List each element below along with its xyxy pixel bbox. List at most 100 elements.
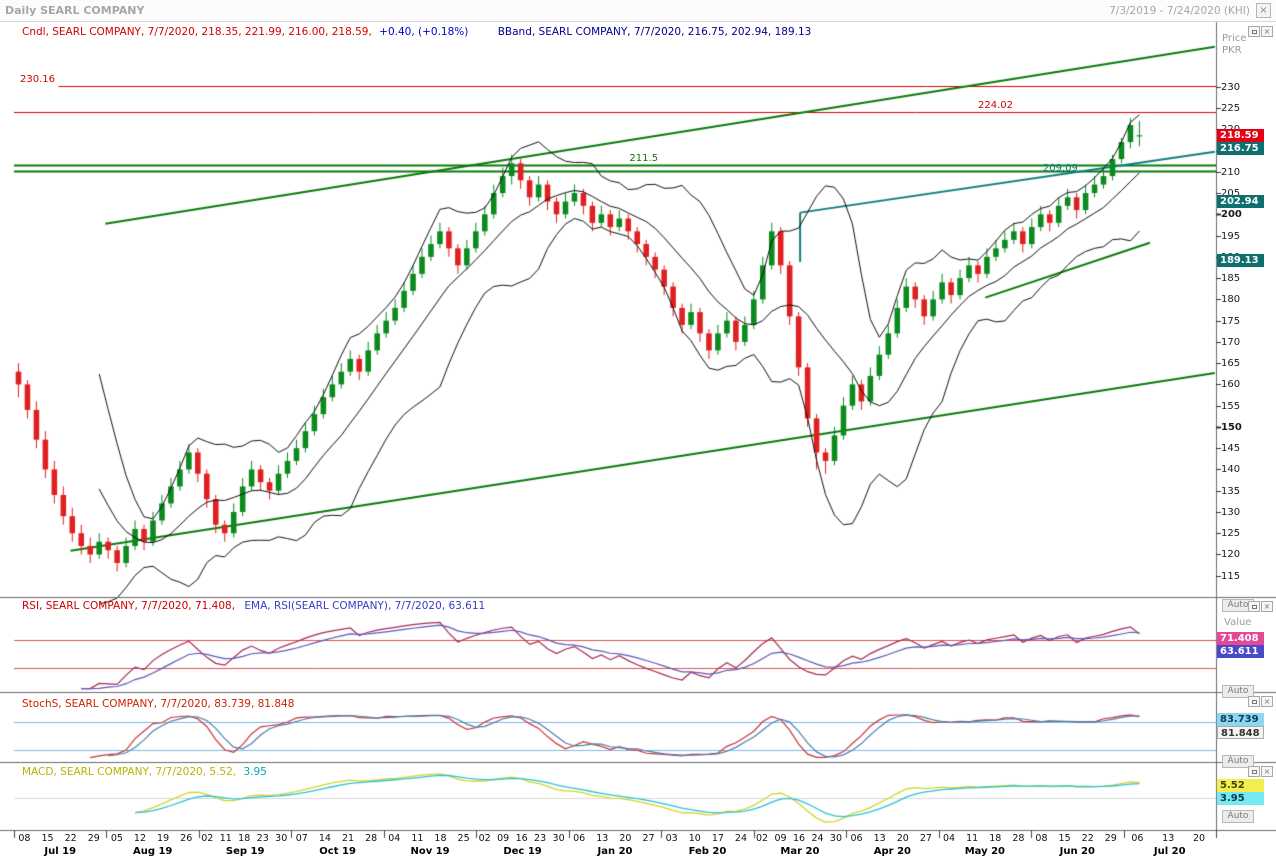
day-tick-label: 17 [711, 833, 724, 844]
price-badge: 81.848 [1217, 726, 1264, 740]
day-tick-label: 23 [256, 833, 269, 844]
day-tick-label: 20 [896, 833, 909, 844]
day-tick-label: 16 [792, 833, 806, 844]
auto-scale-button-macd[interactable]: Auto [1222, 810, 1254, 823]
day-tick-label: 24 [734, 833, 748, 844]
macd-legend[interactable]: MACD, SEARL COMPANY, 7/7/2020, 5.52, 3.9… [22, 766, 267, 778]
day-tick-label: 29 [1104, 833, 1117, 844]
price-tick: 115 [1221, 570, 1241, 582]
close-icon[interactable]: × [1261, 766, 1273, 777]
day-tick-label: 15 [41, 833, 54, 844]
day-tick-label: 26 [180, 833, 193, 844]
price-badge: 218.59 [1217, 128, 1264, 142]
day-tick-label: 08 [18, 833, 31, 844]
panel-controls-rsi: × [1248, 601, 1273, 612]
maximize-icon[interactable] [1248, 766, 1260, 777]
day-tick-label: 20 [619, 833, 632, 844]
chart-line-label: 211.5 [629, 152, 659, 164]
day-tick-label: 20 [1193, 833, 1206, 844]
main-chart-legend[interactable]: Cndl, SEARL COMPANY, 7/7/2020, 218.35, 2… [22, 26, 811, 38]
month-label: Dec 19 [503, 846, 542, 857]
value-axis-label: Value [1224, 617, 1252, 628]
chart-line-label: 230.16 [20, 74, 55, 86]
price-tick: 140 [1221, 463, 1241, 475]
price-tick: 205 [1221, 187, 1241, 199]
candle-legend: Cndl, SEARL COMPANY, 7/7/2020, 218.35, 2… [22, 26, 372, 38]
macd-legend-text: MACD, SEARL COMPANY, 7/7/2020, 5.52, [22, 766, 237, 778]
day-tick-label: 06 [850, 833, 863, 844]
month-label: Aug 19 [132, 846, 173, 857]
macd-signal-legend-text: 3.95 [243, 766, 267, 778]
day-tick-label: 15 [1058, 833, 1071, 844]
title-bar: Daily SEARL COMPANY 7/3/2019 - 7/24/2020… [0, 0, 1276, 22]
close-icon[interactable]: × [1261, 601, 1273, 612]
day-tick-label: 21 [341, 833, 355, 844]
panel-controls-stoch: × [1248, 696, 1273, 707]
day-tick-label: 09 [497, 833, 510, 844]
maximize-icon[interactable] [1248, 601, 1260, 612]
day-tick-label: 02 [478, 833, 491, 844]
stoch-legend[interactable]: StochS, SEARL COMPANY, 7/7/2020, 83.739,… [22, 698, 294, 710]
day-tick-label: 27 [642, 833, 655, 844]
month-label: Nov 19 [410, 846, 450, 857]
price-badge: 189.13 [1217, 254, 1264, 268]
price-tick: 185 [1221, 272, 1241, 284]
chart-line-label: 209.09 [1042, 163, 1078, 175]
day-tick-label: 16 [515, 833, 528, 844]
price-badge: 216.75 [1217, 141, 1264, 155]
price-tick: 225 [1221, 102, 1241, 114]
auto-scale-button-stoch[interactable]: Auto [1222, 755, 1254, 768]
close-icon[interactable]: × [1261, 696, 1273, 707]
day-tick-label: 23 [534, 833, 547, 844]
day-tick-label: 04 [388, 833, 401, 844]
day-tick-label: 29 [87, 833, 100, 844]
rsi-ema-legend-text: EMA, RSI(SEARL COMPANY), 7/7/2020, 63.61… [244, 600, 486, 612]
price-tick: 210 [1221, 166, 1241, 178]
day-tick-label: 13 [1162, 833, 1175, 844]
day-tick-label: 06 [573, 833, 586, 844]
day-tick-label: 08 [1035, 833, 1048, 844]
auto-scale-button-main[interactable]: Auto [1222, 599, 1254, 612]
maximize-glyph [1251, 30, 1257, 34]
month-label: Feb 20 [688, 846, 727, 857]
chart-line-label: 224.02 [978, 99, 1013, 111]
price-tick: 120 [1221, 548, 1241, 560]
price-tick: 230 [1221, 81, 1241, 93]
price-tick: 175 [1221, 315, 1241, 327]
price-tick: 170 [1221, 336, 1241, 348]
day-tick-label: 27 [919, 833, 932, 844]
month-label: Jul 19 [44, 846, 77, 857]
month-label: Mar 20 [780, 846, 820, 857]
price-badge: 202.94 [1217, 195, 1264, 209]
maximize-icon[interactable] [1248, 696, 1260, 707]
day-tick-label: 25 [457, 833, 470, 844]
price-tick: 155 [1221, 400, 1241, 412]
day-tick-label: 18 [238, 833, 251, 844]
price-axis-title-line2: PKR [1222, 45, 1242, 56]
auto-scale-button-rsi[interactable]: Auto [1222, 685, 1254, 698]
price-tick: 195 [1221, 230, 1241, 242]
day-tick-label: 03 [665, 833, 678, 844]
day-tick-label: 02 [755, 833, 769, 844]
price-badge: 63.611 [1217, 645, 1264, 659]
day-tick-label: 06 [1131, 833, 1144, 844]
month-label: Jun 20 [1059, 846, 1095, 857]
rsi-legend[interactable]: RSI, SEARL COMPANY, 7/7/2020, 71.408, EM… [22, 600, 485, 612]
price-tick: 200 [1221, 208, 1242, 220]
close-icon[interactable]: × [1261, 26, 1273, 37]
day-tick-label: 14 [318, 833, 331, 844]
day-tick-label: 04 [942, 833, 956, 844]
price-tick: 135 [1221, 485, 1241, 497]
day-tick-label: 18 [434, 833, 447, 844]
price-axis-title: Price PKR [1222, 33, 1246, 57]
maximize-icon[interactable] [1248, 26, 1260, 37]
day-tick-label: 12 [133, 833, 147, 844]
day-tick-label: 02 [201, 833, 214, 844]
day-tick-label: 13 [596, 833, 609, 844]
price-tick: 125 [1221, 527, 1241, 539]
close-icon[interactable]: × [1256, 3, 1271, 18]
price-tick: 145 [1221, 442, 1241, 454]
price-tick: 160 [1221, 378, 1241, 390]
day-tick-label: 22 [64, 833, 77, 844]
